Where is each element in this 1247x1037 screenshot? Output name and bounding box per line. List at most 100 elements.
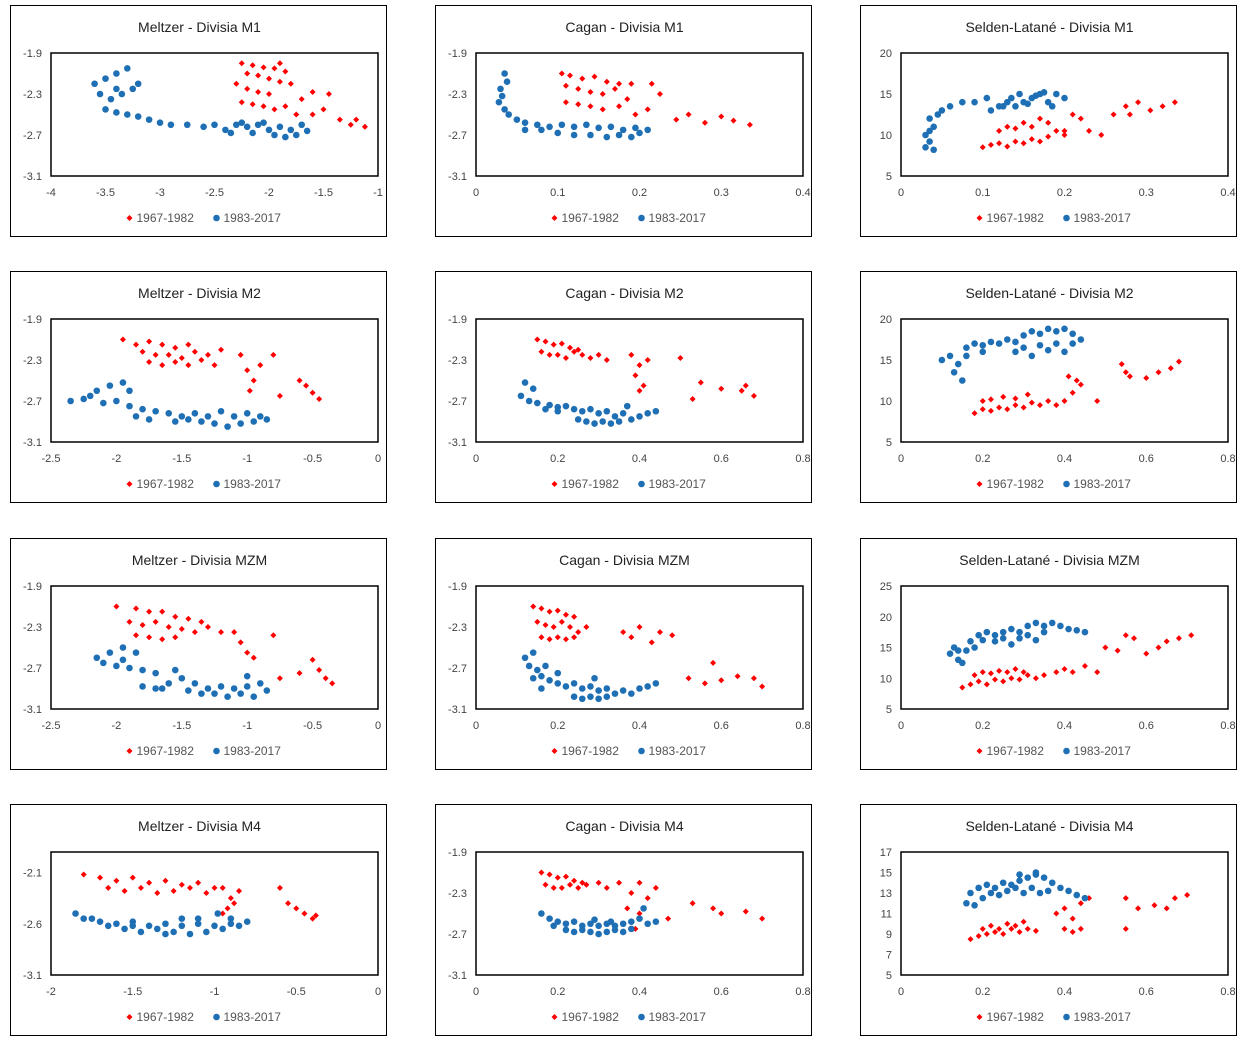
data-point-diamond	[718, 910, 725, 917]
x-tick-label: -2.5	[42, 720, 61, 732]
data-point-circle	[113, 397, 120, 405]
data-point-diamond	[250, 654, 257, 661]
data-point-circle	[276, 123, 284, 131]
x-tick-label: 0	[473, 453, 479, 465]
data-point-circle	[185, 687, 192, 694]
data-point-circle	[139, 683, 146, 690]
data-point-circle	[162, 930, 169, 938]
legend-marker-1967-1982	[126, 215, 133, 221]
data-point-diamond	[218, 629, 225, 636]
series-1967-1982	[119, 336, 323, 402]
data-point-diamond	[309, 389, 316, 396]
data-point-diamond	[152, 618, 159, 625]
data-point-circle	[644, 920, 651, 928]
data-point-diamond	[1077, 381, 1084, 388]
data-point-circle	[243, 672, 251, 680]
legend: 1967-1982 1983-2017	[976, 477, 1132, 491]
data-point-diamond	[1028, 136, 1035, 143]
data-point-circle	[959, 377, 966, 384]
x-tick-label: 0.2	[975, 453, 990, 465]
data-point-circle	[119, 644, 127, 651]
data-point-diamond	[1020, 404, 1027, 411]
data-point-diamond	[185, 341, 192, 348]
data-point-diamond	[1016, 928, 1023, 935]
data-point-circle	[578, 695, 586, 703]
data-point-diamond	[987, 141, 994, 148]
data-point-diamond	[1069, 669, 1076, 676]
data-point-circle	[1032, 869, 1040, 876]
data-point-circle	[1016, 628, 1023, 636]
data-point-circle	[562, 402, 570, 410]
data-point-diamond	[198, 618, 205, 625]
data-point-circle	[96, 90, 104, 98]
y-tick-label: 11	[881, 909, 892, 921]
data-point-circle	[243, 410, 251, 417]
data-point-diamond	[992, 676, 999, 683]
data-point-diamond	[718, 113, 725, 120]
data-point-diamond	[244, 649, 251, 656]
data-point-circle	[86, 392, 94, 400]
legend-label-1983-2017: 1983-2017	[1074, 477, 1132, 491]
data-point-circle	[991, 631, 999, 639]
data-point-circle	[587, 683, 594, 690]
y-tick-label: -2.3	[448, 355, 467, 367]
data-point-circle	[254, 121, 262, 129]
data-point-diamond	[1151, 902, 1158, 909]
legend-label-1983-2017: 1983-2017	[1074, 211, 1132, 225]
legend-label-1983-2017: 1983-2017	[1074, 1010, 1132, 1024]
chart-title: Cagan - Divisia MZM	[559, 552, 690, 568]
x-tick-label: -0.5	[287, 986, 306, 998]
x-tick-label: -2.5	[42, 453, 61, 465]
data-point-circle	[983, 881, 991, 889]
data-point-diamond	[146, 338, 153, 345]
data-point-diamond	[172, 344, 179, 351]
data-point-circle	[611, 413, 619, 420]
scatter-plot: Cagan - Divisia M4 -1.9 -2.3 -2.7 -3.1 0 0.2 0.…	[448, 818, 811, 1024]
data-point-circle	[959, 659, 966, 667]
data-point-diamond	[146, 359, 153, 366]
data-point-diamond	[636, 879, 643, 886]
data-point-diamond	[759, 915, 766, 922]
data-point-circle	[183, 121, 191, 129]
data-point-circle	[243, 123, 251, 131]
data-point-circle	[152, 407, 159, 415]
data-point-circle	[591, 916, 598, 923]
data-point-circle	[162, 920, 169, 928]
data-point-circle	[1065, 887, 1072, 895]
x-tick-label: 0	[375, 986, 381, 998]
data-point-circle	[946, 650, 954, 657]
data-point-diamond	[1094, 669, 1101, 676]
plot-area	[50, 318, 379, 443]
y-tick-label: 20	[880, 48, 892, 60]
x-tick-label: 0.4	[795, 187, 810, 199]
data-point-circle	[1081, 628, 1089, 636]
scatter-plot: Cagan - Divisia M2 -1.9 -2.3 -2.7 -3.1 0 0.2 0.…	[448, 285, 811, 491]
data-point-diamond	[1053, 402, 1060, 409]
data-point-circle	[121, 925, 128, 933]
y-tick-label: -2.7	[23, 130, 42, 142]
data-point-diamond	[1012, 125, 1019, 132]
data-point-circle	[124, 111, 131, 118]
data-point-diamond	[652, 884, 659, 891]
legend-marker-1983-2017	[638, 747, 645, 755]
x-tick-label: -2.5	[205, 187, 224, 199]
data-point-diamond	[1008, 925, 1015, 932]
data-point-diamond	[195, 879, 202, 886]
data-point-diamond	[1004, 669, 1011, 676]
data-point-diamond	[1143, 650, 1150, 657]
chart-panel: Meltzer - Divisia M1 -1.9 -2.3 -2.7 -3.1 -4 -3…	[10, 5, 387, 237]
y-tick-label: -2.3	[448, 888, 467, 900]
data-point-circle	[501, 70, 508, 77]
data-point-circle	[538, 910, 545, 917]
data-point-diamond	[710, 659, 717, 666]
data-point-diamond	[1135, 905, 1142, 912]
x-tick-label: 0.2	[632, 187, 647, 199]
legend-label-1983-2017: 1983-2017	[224, 477, 282, 491]
data-point-diamond	[146, 879, 153, 886]
data-point-diamond	[587, 103, 594, 110]
data-point-circle	[525, 397, 533, 405]
data-point-diamond	[562, 873, 569, 880]
data-point-diamond	[1094, 398, 1101, 404]
data-point-circle	[603, 693, 611, 700]
data-point-circle	[263, 416, 271, 423]
